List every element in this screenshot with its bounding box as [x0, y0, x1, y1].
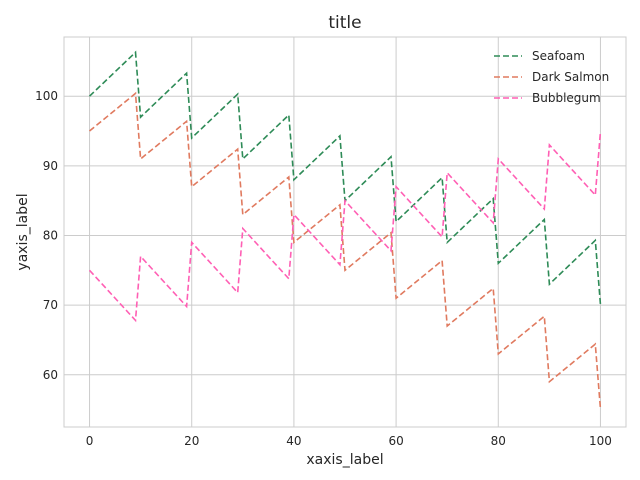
y-tick-label: 80 [43, 228, 58, 242]
y-tick-label: 60 [43, 368, 58, 382]
x-axis-label: xaxis_label [306, 452, 383, 468]
y-tick-label: 70 [43, 298, 58, 312]
y-tick-label: 100 [35, 89, 58, 103]
legend-label: Bubblegum [532, 91, 601, 105]
legend-label: Dark Salmon [532, 70, 609, 84]
y-ticks: 60 70 80 90 100 [35, 89, 58, 382]
y-axis-label: yaxis_label [15, 193, 31, 270]
y-tick-label: 90 [43, 159, 58, 173]
series-group [88, 50, 602, 410]
plot-area [64, 37, 626, 427]
legend-label: Seafoam [532, 49, 585, 63]
series-line-bubblegum [88, 130, 602, 323]
grid [64, 37, 626, 427]
x-ticks: 0 20 40 60 80 100 [86, 434, 612, 448]
legend: Seafoam Dark Salmon Bubblegum [494, 49, 609, 105]
series-line-dark-salmon [88, 91, 602, 410]
x-tick-label: 40 [286, 434, 301, 448]
x-tick-label: 0 [86, 434, 94, 448]
chart-title: title [328, 13, 361, 33]
x-tick-label: 20 [184, 434, 199, 448]
plot-frame [63, 36, 627, 428]
x-tick-label: 60 [388, 434, 403, 448]
x-tick-label: 80 [491, 434, 506, 448]
x-tick-label: 100 [589, 434, 612, 448]
